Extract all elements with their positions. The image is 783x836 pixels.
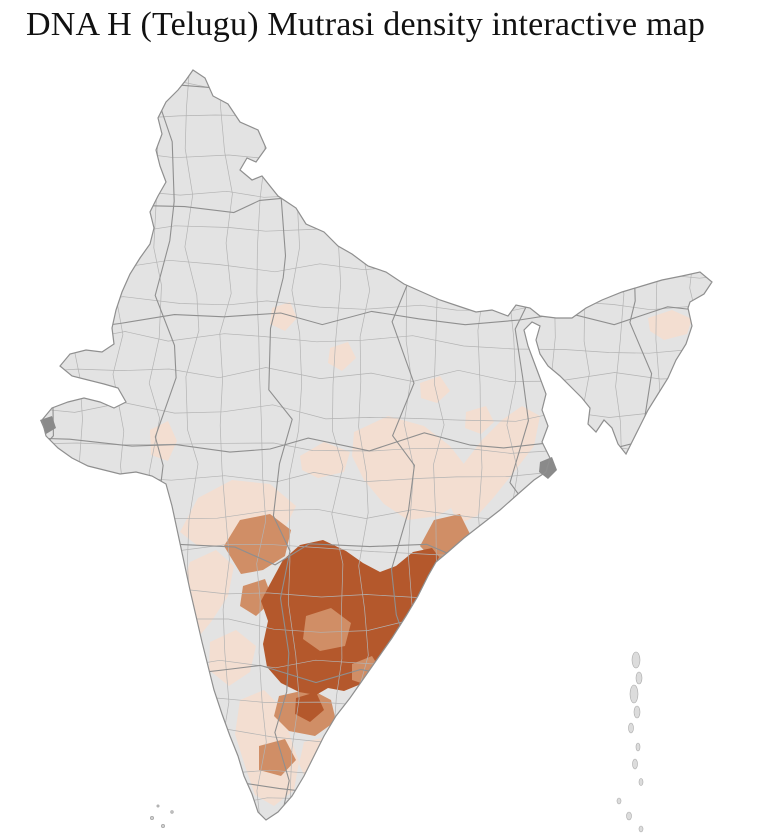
boundary-line [42,653,712,673]
page-title: DNA H (Telugu) Mutrasi density interacti… [26,6,706,43]
boundary-line [42,727,712,744]
density-high-regions[interactable] [261,540,439,695]
lakshadweep-islands[interactable] [150,804,174,828]
boundary-line [42,217,712,233]
density-high-overlay-regions[interactable] [295,692,324,722]
boundary-line [627,70,655,820]
boundary-line [42,657,712,684]
boundary-line [42,797,712,808]
boundary-line [42,193,712,214]
boundary-line [42,79,712,97]
nicobar-islands[interactable] [616,797,644,833]
west-coast-urban-marker [40,416,56,434]
boundary-line [42,72,712,95]
boundary-line [42,768,712,794]
boundary-line [42,70,59,820]
boundary-line [686,70,702,820]
boundary-line [219,70,233,820]
india-outline [41,69,713,821]
boundary-line [42,112,712,126]
boundary-line [42,181,712,199]
boundary-line [724,62,743,834]
andaman-islands[interactable] [628,651,644,786]
boundary-line [42,766,712,778]
boundary-line [42,331,712,354]
boundary-line [42,70,52,820]
boundary-line [42,367,712,382]
boundary-line [547,70,563,820]
boundary-line [653,70,673,820]
boundary-line [42,150,712,168]
boundary-line [42,402,712,422]
boundary-line [256,70,267,820]
boundary-line [577,70,593,820]
boundary-line [42,296,712,311]
boundary-line [42,690,712,708]
